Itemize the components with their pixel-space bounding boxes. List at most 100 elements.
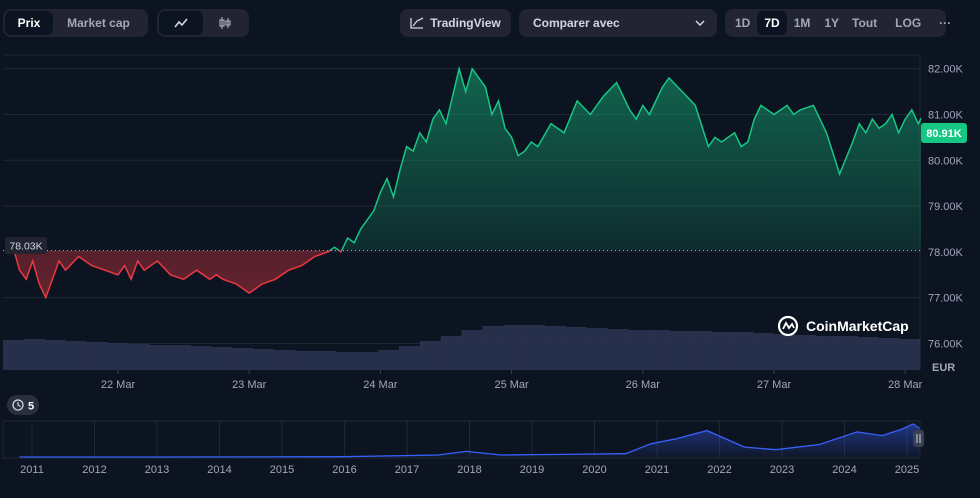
navigator-year-label: 2025	[895, 464, 919, 476]
price-area-up	[10, 68, 921, 251]
y-tick-label: 77.00K	[928, 293, 964, 305]
volume-bar	[86, 342, 108, 370]
compare-label: Comparer avec	[533, 16, 620, 30]
volume-bar	[524, 325, 546, 370]
x-tick-label: 25 Mar	[494, 379, 529, 391]
volume-bar	[482, 326, 504, 370]
navigator-year-label: 2023	[770, 464, 794, 476]
navigator-year-label: 2021	[645, 464, 669, 476]
navigator-year-label: 2024	[832, 464, 856, 476]
volume-bar	[315, 351, 337, 370]
volume-bar	[273, 350, 296, 370]
navigator-handle[interactable]	[913, 430, 924, 447]
y-tick-label: 76.00K	[928, 338, 964, 350]
volume-bar	[878, 338, 900, 370]
tab-price[interactable]: Prix	[5, 11, 53, 35]
more-options-button[interactable]: ···	[939, 16, 952, 30]
price-series	[3, 65, 922, 300]
volume-bar	[378, 350, 400, 370]
x-tick-label: 26 Mar	[626, 379, 661, 391]
coinmarketcap-logo-icon	[777, 315, 799, 337]
volume-bar	[461, 330, 483, 370]
volume-bar	[690, 331, 712, 370]
x-tick-label: 28 Mar	[888, 379, 923, 391]
volume-bar	[190, 346, 212, 370]
volume-bar	[3, 340, 25, 370]
range-all[interactable]: Tout	[852, 16, 878, 30]
x-tick-label: 24 Mar	[363, 379, 398, 391]
watermark-text: CoinMarketCap	[806, 318, 909, 334]
navigator-year-label: 2018	[457, 464, 481, 476]
coinmarketcap-watermark: CoinMarketCap	[777, 315, 909, 337]
volume-bar	[628, 330, 650, 370]
baseline-value: 78.03K	[9, 241, 42, 253]
navigator-line	[19, 423, 920, 458]
navigator-year-label: 2020	[582, 464, 606, 476]
x-tick-label: 22 Mar	[101, 379, 136, 391]
volume-bar	[669, 331, 692, 370]
volume-bar	[419, 341, 441, 370]
volume-bar	[398, 346, 421, 370]
y-tick-label: 80.00K	[928, 155, 964, 167]
tradingview-button[interactable]: TradingView	[400, 9, 511, 37]
navigator-year-label: 2022	[707, 464, 731, 476]
tab-market-cap[interactable]: Market cap	[67, 16, 130, 30]
volume-bar	[711, 332, 733, 370]
price-line-down	[13, 250, 343, 300]
line-chart-icon[interactable]	[159, 11, 203, 35]
x-axis: 22 Mar 23 Mar 24 Mar 25 Mar 26 Mar 27 Mar 28 M…	[101, 370, 923, 391]
y-axis: 77.00K 78.00K 79.00K 80.00K 81.00K 82.00K 76.0…	[928, 64, 964, 351]
price-area-down	[13, 250, 342, 298]
range-1d[interactable]: 1D	[735, 16, 751, 30]
range-navigator[interactable]	[2, 420, 921, 459]
tradingview-label: TradingView	[430, 16, 501, 30]
volume-bar	[732, 332, 754, 370]
events-button[interactable]: 5	[7, 395, 39, 415]
events-count: 5	[28, 401, 34, 413]
navigator-x-axis: 2011 2012 2013 2014 2015 2016 2017 2018 2019 2020…	[20, 464, 919, 476]
volume-bar	[774, 334, 796, 370]
volume-bar	[899, 339, 921, 370]
volume-bar	[440, 336, 462, 370]
x-tick-label: 27 Mar	[757, 379, 792, 391]
volume-bar	[357, 352, 379, 370]
range-1m[interactable]: 1M	[793, 16, 811, 30]
volume-bar	[753, 333, 775, 370]
log-scale-toggle[interactable]: LOG	[895, 16, 922, 30]
currency-label: EUR	[932, 362, 955, 374]
volume-bar	[107, 343, 129, 370]
chart-toolbar: Prix Market cap TradingView Comparer ave…	[0, 0, 980, 48]
volume-bar	[44, 340, 66, 370]
trend-icon	[410, 17, 424, 29]
volume-bar	[148, 345, 171, 370]
volume-bar	[794, 335, 817, 370]
compare-dropdown[interactable]: Comparer avec	[519, 9, 717, 37]
y-tick-label: 82.00K	[928, 64, 964, 76]
y-tick-label: 78.00K	[928, 247, 964, 259]
volume-bar	[544, 326, 567, 370]
view-switcher: Prix Market cap	[3, 9, 148, 37]
navigator-year-label: 2015	[270, 464, 294, 476]
range-1y[interactable]: 1Y	[824, 16, 840, 30]
volume-bar	[294, 351, 316, 370]
chevron-down-icon	[695, 20, 705, 26]
navigator-year-label: 2014	[207, 464, 231, 476]
chart-style-switcher	[157, 9, 249, 37]
baseline-badge: 78.03K	[5, 237, 47, 254]
volume-bar	[586, 328, 608, 370]
navigator-year-label: 2011	[20, 464, 44, 476]
volume-bar	[815, 336, 837, 370]
volume-bar	[211, 347, 233, 370]
volume-bars	[3, 325, 921, 370]
x-tick-label: 23 Mar	[232, 379, 267, 391]
navigator-year-label: 2016	[332, 464, 356, 476]
history-icon	[12, 399, 24, 411]
volume-bar	[232, 348, 254, 370]
navigator-year-label: 2013	[145, 464, 169, 476]
range-switcher: 1D 7D 1M 1Y Tout LOG ···	[725, 9, 951, 37]
range-7d[interactable]: 7D	[757, 11, 787, 35]
volume-bar	[503, 325, 525, 370]
candlestick-icon[interactable]	[203, 11, 247, 35]
volume-bar	[565, 327, 587, 370]
